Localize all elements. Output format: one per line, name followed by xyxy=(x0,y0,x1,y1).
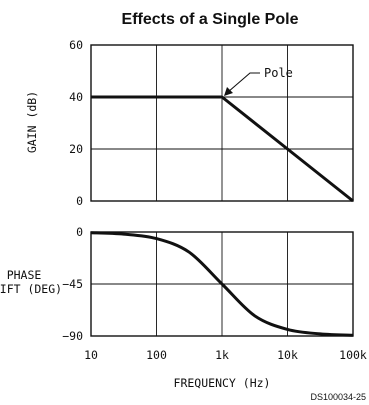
gain-grid xyxy=(90,44,354,202)
x-tick-label: 10k xyxy=(277,348,298,362)
gain-panel: 0 20 40 60 GAIN (dB) Pole xyxy=(25,38,354,208)
gain-plot-frame xyxy=(90,44,354,202)
x-tick-label: 100k xyxy=(339,348,367,362)
gain-y-tick-label: 60 xyxy=(69,38,83,52)
phase-y-axis-label-line1: PHASE xyxy=(7,268,42,282)
figure-code: DS100034-25 xyxy=(310,392,366,402)
phase-y-axis-label-line2: SHIFT (DEG) xyxy=(0,282,62,296)
chart-title: Effects of a Single Pole xyxy=(122,11,299,28)
x-axis-label: FREQUENCY (Hz) xyxy=(174,376,271,390)
phase-y-tick-label: −45 xyxy=(62,277,83,291)
phase-y-tick-label: −90 xyxy=(62,329,83,343)
phase-plot-frame xyxy=(90,231,354,337)
x-tick-label: 100 xyxy=(146,348,167,362)
phase-y-tick-labels: 0 −45 −90 xyxy=(62,225,83,343)
pole-arrowhead xyxy=(224,87,233,96)
pole-leader-line xyxy=(227,72,260,93)
phase-series-line xyxy=(90,231,354,337)
x-tick-label: 10 xyxy=(84,348,98,362)
gain-y-tick-label: 0 xyxy=(76,194,83,208)
gain-y-tick-label: 20 xyxy=(69,142,83,156)
gain-y-axis-label: GAIN (dB) xyxy=(25,91,39,153)
gain-series-line xyxy=(91,95,354,203)
pole-label: Pole xyxy=(264,66,293,80)
x-tick-labels: 10 100 1k 10k 100k xyxy=(84,348,367,362)
phase-y-tick-label: 0 xyxy=(76,225,83,239)
gain-y-tick-labels: 0 20 40 60 xyxy=(69,38,83,208)
x-tick-label: 1k xyxy=(215,348,229,362)
gain-y-tick-label: 40 xyxy=(69,90,83,104)
phase-panel: 0 −45 −90 10 100 1k 10k 100k PHASE SHIFT (DEG)… xyxy=(0,225,367,390)
pole-annotation: Pole xyxy=(224,66,293,96)
